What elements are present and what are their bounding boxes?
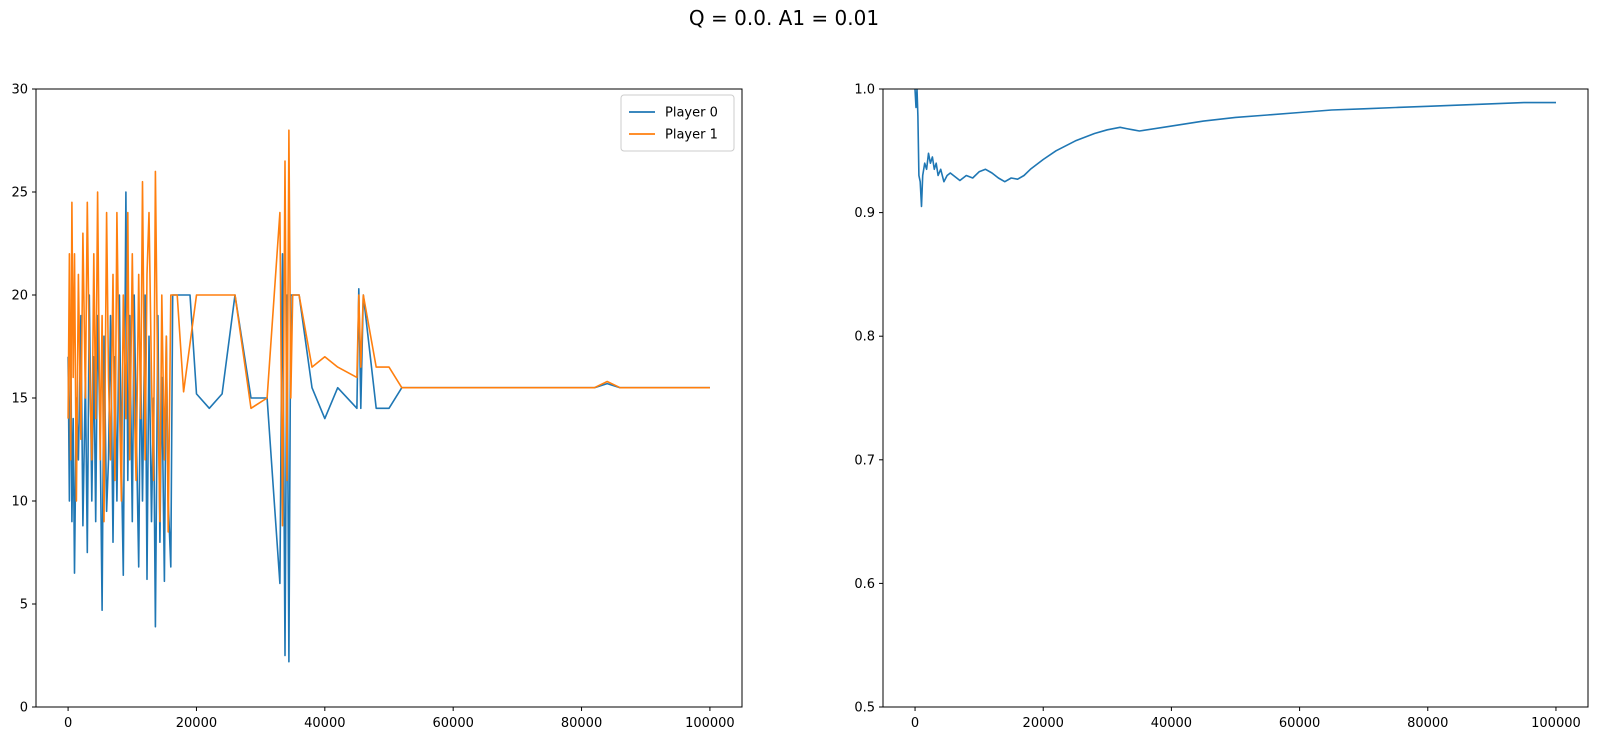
- left-y-tick-label: 0: [20, 701, 28, 716]
- legend-label-0: Player 0: [665, 106, 718, 121]
- right-x-tick-label: 80000: [1407, 716, 1448, 731]
- right-axes: 0 20000 40000 60000 80000 100000 0.5 0.6 0.7 0.8…: [854, 83, 1589, 731]
- right-x-tick-label: 20000: [1023, 716, 1064, 731]
- left-plot-area: [67, 129, 710, 663]
- right-x-tick-label: 0: [911, 716, 919, 731]
- left-y-tick-label: 20: [11, 289, 28, 304]
- left-axes: 0 20000 40000 60000 80000 100000 0 5 10 15 20 25 30…: [11, 83, 743, 731]
- left-y-tick-label: 5: [20, 598, 28, 613]
- left-x-tick-label: 60000: [433, 716, 474, 731]
- left-y-ticks: 0 5 10 15 20 25 30: [11, 83, 36, 716]
- right-y-tick-label: 0.6: [854, 577, 875, 592]
- left-y-tick-label: 30: [11, 83, 28, 98]
- left-y-tick-label: 15: [11, 392, 28, 407]
- left-series-line-1: [67, 129, 710, 533]
- right-plot-area: [914, 89, 1556, 208]
- right-y-tick-label: 0.7: [854, 453, 875, 468]
- legend-box: [620, 94, 735, 152]
- left-y-tick-label: 10: [11, 495, 28, 510]
- left-legend: Player 0 Player 1: [620, 94, 735, 152]
- left-x-tick-label: 80000: [561, 716, 602, 731]
- left-y-tick-label: 25: [11, 186, 28, 201]
- right-y-tick-label: 1.0: [854, 83, 875, 98]
- right-y-tick-label: 0.5: [854, 701, 875, 716]
- left-x-tick-label: 0: [64, 716, 72, 731]
- right-x-tick-label: 100000: [1531, 716, 1581, 731]
- left-x-tick-label: 100000: [685, 716, 735, 731]
- right-x-tick-label: 40000: [1151, 716, 1192, 731]
- left-x-ticks: 0 20000 40000 60000 80000 100000: [64, 707, 735, 731]
- left-x-tick-label: 20000: [176, 716, 217, 731]
- legend-label-1: Player 1: [665, 128, 718, 143]
- right-series-line-0: [914, 89, 1556, 208]
- right-x-tick-label: 60000: [1279, 716, 1320, 731]
- right-axes-frame: [882, 88, 1589, 708]
- left-x-tick-label: 40000: [304, 716, 345, 731]
- right-y-tick-label: 0.9: [854, 206, 875, 221]
- right-y-ticks: 0.5 0.6 0.7 0.8 0.9 1.0: [854, 83, 883, 716]
- right-x-ticks: 0 20000 40000 60000 80000 100000: [911, 707, 1581, 731]
- right-y-tick-label: 0.8: [854, 330, 875, 345]
- figure-suptitle: Q = 0.0. A1 = 0.01: [689, 6, 879, 30]
